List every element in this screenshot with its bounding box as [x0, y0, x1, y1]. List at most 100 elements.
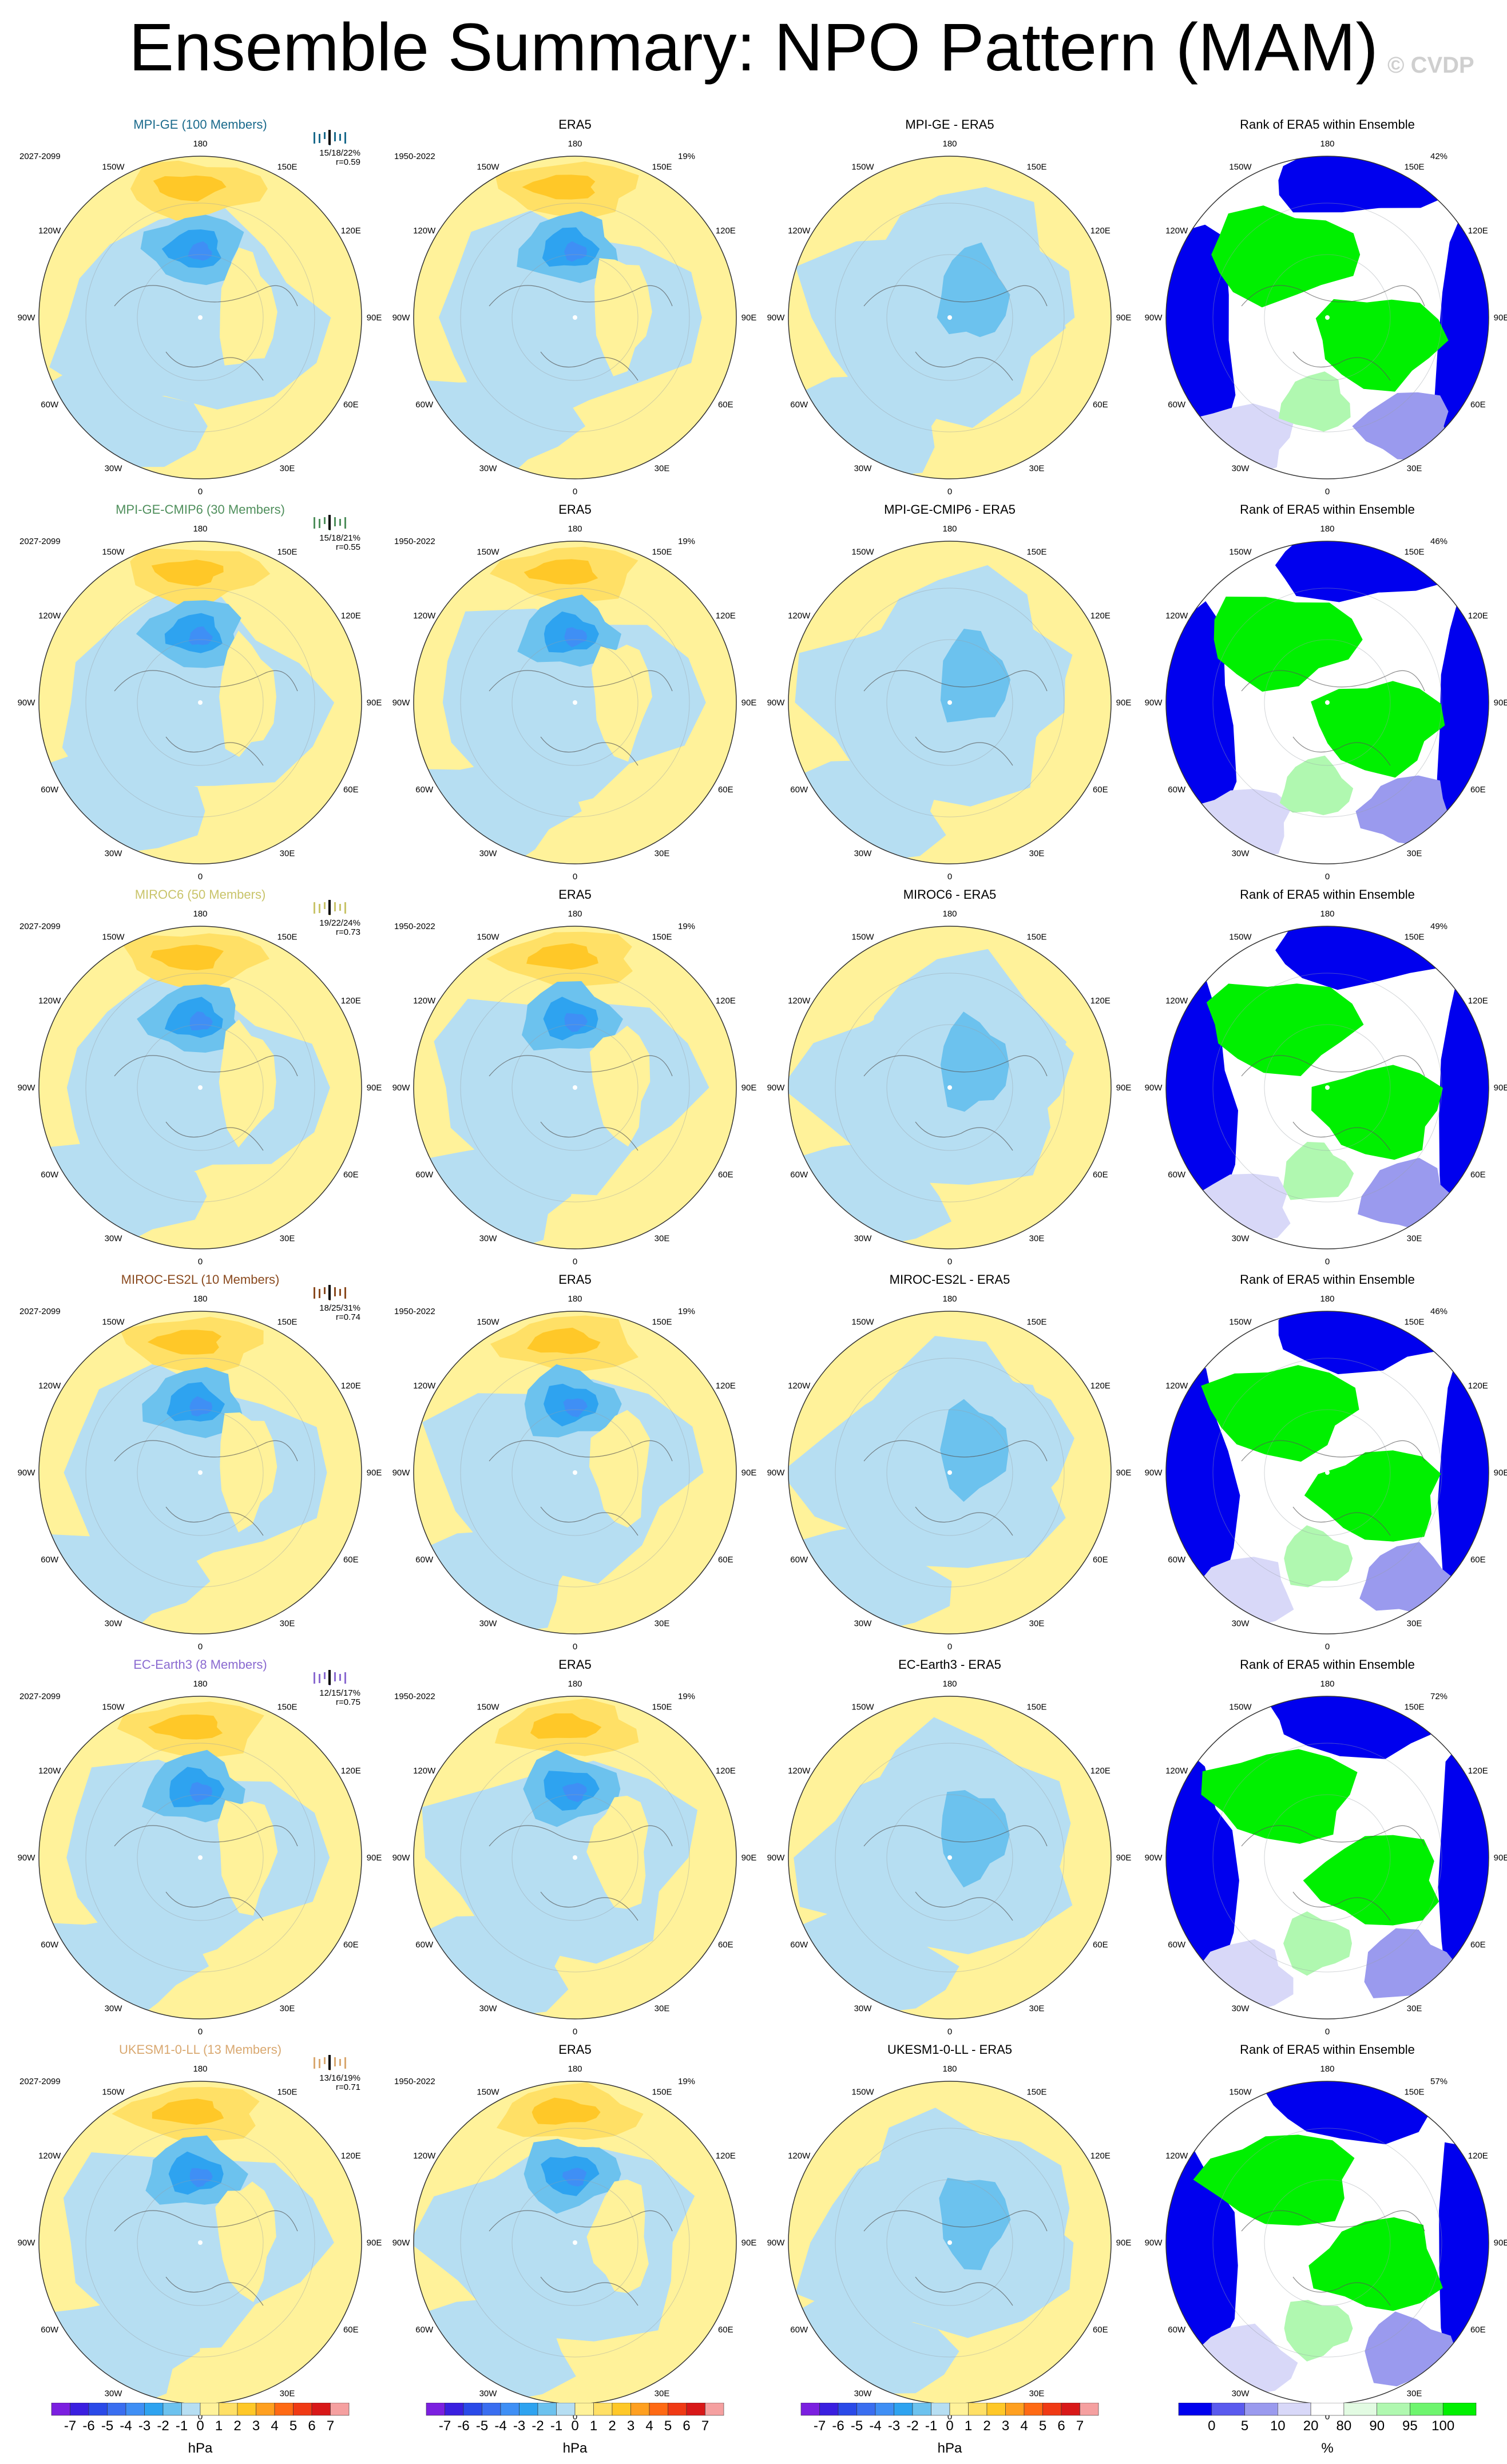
stats-label: 19/22/24% r=0.73: [286, 919, 360, 937]
colorbar-tick-label: 1: [215, 2418, 223, 2434]
lon-label: 120W: [38, 1766, 61, 1776]
lon-label: 180: [193, 1679, 207, 1689]
model-polar-map: 180 150E 120E 90E 60E 30E 0 30W 60W 90W 120W 150W: [18, 2064, 382, 2422]
lon-label: 60W: [415, 1555, 434, 1565]
lon-label: 30E: [280, 848, 295, 858]
period-label: 2027-2099: [19, 1692, 61, 1701]
lon-label: 150W: [1229, 933, 1252, 942]
panel-title: MIROC-ES2L (10 Members): [121, 1272, 280, 1287]
colorbar-tick-label: 90: [1369, 2418, 1385, 2434]
lon-label: 120E: [1090, 996, 1111, 1006]
rank-panel: Rank of ERA5 within Ensemble 46% 180 150E 12…: [1144, 502, 1507, 887]
spread-glyph: [314, 1285, 346, 1300]
lon-label: 90W: [1145, 2238, 1163, 2248]
lon-label: 30W: [105, 848, 123, 858]
lon-label: 120E: [716, 226, 736, 236]
rank-polar-map: 180 150E 120E 90E 60E 30E 0 30W 60W 90W 120W 150W: [1145, 1294, 1507, 1652]
colorbar-tick-label: -6: [457, 2418, 469, 2434]
lon-label: 90E: [1116, 1468, 1132, 1478]
colorbar-swatch: [219, 2402, 238, 2416]
colorbar-swatch: [1310, 2402, 1345, 2416]
colorbar-rank-percent: 0 5 10 20 80 90 95 100%: [1167, 2402, 1488, 2456]
colorbar-swatch: [70, 2402, 89, 2416]
lon-label: 90E: [367, 2238, 382, 2248]
lon-label: 0: [573, 487, 577, 497]
lon-label: 180: [1320, 2064, 1334, 2074]
lon-label: 60W: [41, 2325, 59, 2335]
lon-label: 0: [947, 1257, 952, 1267]
lon-label: 60E: [1093, 400, 1108, 410]
percent-label: 19%: [678, 2077, 696, 2086]
lon-label: 180: [942, 1294, 957, 1304]
colorbar-swatch: [1377, 2402, 1410, 2416]
rank-panel: Rank of ERA5 within Ensemble 42% 180 150E 12…: [1144, 117, 1507, 502]
colorbar-swatch: [107, 2402, 126, 2416]
lon-label: 120W: [413, 611, 436, 621]
colorbar-swatch: [51, 2402, 70, 2416]
colorbar-swatch: [1178, 2402, 1212, 2416]
lon-label: 60W: [41, 1555, 59, 1565]
rank-polar-map: 180 150E 120E 90E 60E 30E 0 30W 60W 90W 120W 150W: [1145, 909, 1507, 1267]
lon-label: 90W: [767, 2238, 786, 2248]
lon-label: 120W: [1165, 1766, 1188, 1776]
lon-label: 120W: [413, 226, 436, 236]
colorbar-tick-label: 80: [1337, 2418, 1352, 2434]
lon-label: 180: [1320, 909, 1334, 919]
spread-glyph: [314, 900, 346, 915]
lon-label: 150E: [652, 162, 672, 172]
colorbar-tick-label: 3: [252, 2418, 260, 2434]
colorbar-swatch: [1061, 2402, 1080, 2416]
lon-label: 30W: [479, 2388, 498, 2398]
lon-label: 180: [568, 139, 582, 149]
lon-label: 0: [198, 487, 203, 497]
colorbar-tick-label: -7: [64, 2418, 76, 2434]
colorbar-swatch: [1278, 2402, 1311, 2416]
stats-line: r=0.75: [336, 1697, 360, 1707]
lon-label: 180: [942, 1679, 957, 1689]
lon-label: 90E: [1494, 2238, 1507, 2248]
lon-label: 180: [568, 1294, 582, 1304]
lon-label: 120W: [788, 996, 811, 1006]
lon-label: 60E: [1470, 400, 1486, 410]
colorbar-tick-label: -5: [476, 2418, 488, 2434]
lon-label: 30E: [1029, 848, 1045, 858]
lon-label: 120W: [413, 1766, 436, 1776]
model-panel: EC-Earth3 (8 Members) 2027-2099 12/15/17% r…: [17, 1657, 383, 2042]
lon-label: 180: [942, 909, 957, 919]
colorbar-tick-label: -1: [176, 2418, 188, 2434]
colorbar-tick-label: -7: [814, 2418, 826, 2434]
diff-panel: MIROC-ES2L - ERA5 180 150E 120E 90E 60E 30E 0 30…: [767, 1272, 1133, 1657]
colorbar-tick-label: -1: [550, 2418, 562, 2434]
model-panel: MPI-GE-CMIP6 (30 Members) 2027-2099 15/18/…: [17, 502, 383, 887]
obs-panel: ERA5 1950-2022 19% 180 150E 120E 90E 60E 30E 0 30W…: [392, 502, 758, 887]
lon-label: 120W: [413, 1381, 436, 1391]
lon-label: 90E: [367, 1468, 382, 1478]
colorbar-unit: hPa: [188, 2441, 213, 2456]
lon-label: 120W: [788, 2151, 811, 2161]
lon-label: 60W: [415, 400, 434, 410]
lon-label: 90E: [1116, 1853, 1132, 1863]
rank-panel: Rank of ERA5 within Ensemble 72% 180 150E 12…: [1144, 1657, 1507, 2042]
lon-label: 150W: [102, 547, 125, 557]
colorbar-tick-label: 7: [1076, 2418, 1084, 2434]
lon-label: 30W: [1232, 1618, 1250, 1628]
lon-label: 60W: [1168, 400, 1186, 410]
colorbar-tick-label: 6: [308, 2418, 315, 2434]
lon-label: 60E: [718, 1170, 733, 1180]
colorbar-swatch: [856, 2402, 876, 2416]
lon-label: 60E: [1093, 785, 1108, 795]
lon-label: 60W: [41, 1940, 59, 1950]
lon-label: 30E: [1029, 463, 1045, 473]
lon-label: 120E: [341, 2151, 361, 2161]
colorbar-swatch: [1343, 2402, 1377, 2416]
lon-label: 120E: [1468, 996, 1488, 1006]
lon-label: 150E: [1026, 933, 1046, 942]
lon-label: 30E: [655, 848, 670, 858]
percent-label: 57%: [1430, 2077, 1448, 2086]
lon-label: 150W: [102, 2088, 125, 2097]
colorbar-swatch: [125, 2402, 145, 2416]
diff-polar-map: 180 150E 120E 90E 60E 30E 0 30W 60W 90W 120W 150W: [767, 2064, 1132, 2422]
colorbar-tick-label: -3: [888, 2418, 900, 2434]
obs-panel: ERA5 1950-2022 19% 180 150E 120E 90E 60E 30E 0 30W…: [392, 117, 758, 502]
